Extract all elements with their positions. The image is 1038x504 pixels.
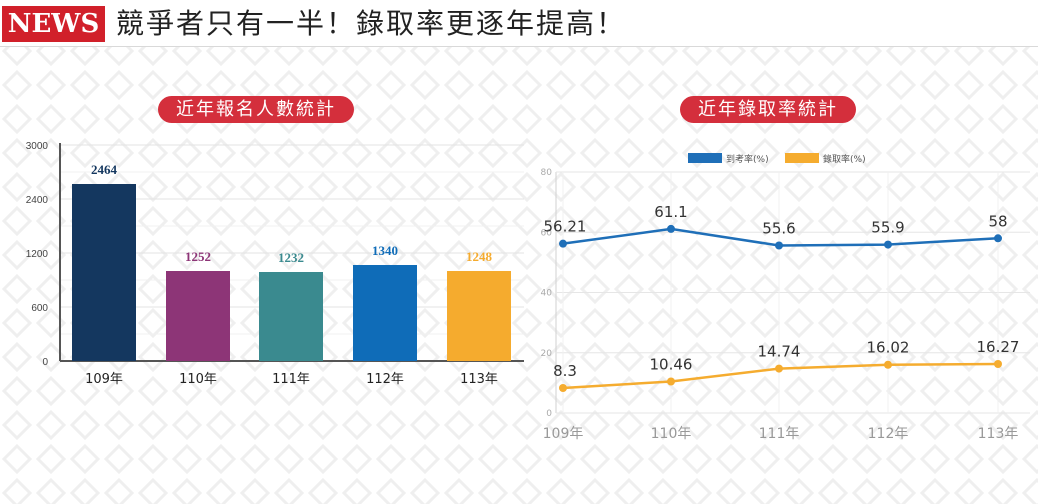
bar-value-label: 1340	[372, 243, 398, 258]
bar-112年	[353, 265, 417, 361]
registration-bar-chart: 0 600 1200 2400 3000 2464 109年 1252 110年 1232 111年…	[26, 141, 524, 387]
left-chart-title: 近年報名人數統計	[158, 96, 354, 123]
series-point-0	[559, 239, 567, 248]
bar-x-tick-label: 112年	[366, 372, 404, 387]
legend-label-0: 到考率(%)	[726, 153, 769, 165]
line-x-tick-label: 112年	[868, 426, 909, 442]
bar-x-tick-label: 111年	[272, 372, 310, 387]
bar-110年	[166, 271, 230, 361]
series-point-1	[994, 359, 1002, 368]
series-data-label-1: 16.02	[867, 339, 910, 357]
series-data-label-0: 58	[988, 212, 1007, 230]
header-divider	[0, 46, 1038, 47]
series-data-label-0: 56.21	[544, 218, 587, 236]
bar-value-label: 2464	[91, 162, 118, 177]
bar-x-tick-label: 113年	[460, 372, 498, 387]
bar-value-label: 1252	[185, 249, 211, 264]
bar-109年	[72, 184, 136, 361]
series-point-1	[667, 377, 675, 386]
line-y-tick-label: 80	[541, 168, 553, 178]
line-x-tick-label: 109年	[543, 426, 584, 442]
headline: 競爭者只有一半！錄取率更逐年提高！	[116, 7, 627, 40]
bar-y-tick-label: 600	[31, 303, 48, 314]
bar-x-tick-label: 110年	[179, 372, 217, 387]
series-data-label-0: 55.6	[762, 220, 795, 238]
legend-swatch-1	[785, 153, 819, 163]
series-data-label-1: 10.46	[650, 355, 693, 373]
bar-x-tick-label: 109年	[85, 372, 123, 387]
series-point-1	[559, 383, 567, 392]
news-badge: NEWS	[2, 6, 105, 42]
line-x-tick-label: 113年	[978, 426, 1019, 442]
legend-swatch-0	[688, 153, 722, 163]
series-point-1	[884, 360, 892, 369]
line-x-tick-label: 111年	[759, 426, 800, 442]
series-point-0	[994, 234, 1002, 243]
line-x-tick-label: 110年	[651, 426, 692, 442]
line-y-tick-label: 0	[546, 409, 552, 419]
admission-line-chart: 0 20 40 60 80 109年 110年 111年 112年 113年 到考率(%) 錄取率(%…	[541, 153, 1030, 442]
bar-y-tick-label: 2400	[26, 195, 49, 206]
series-data-label-1: 8.3	[553, 362, 577, 380]
bar-111年	[259, 272, 323, 361]
line-y-tick-label: 40	[541, 289, 553, 299]
series-data-label-1: 14.74	[758, 343, 801, 361]
series-point-0	[667, 224, 675, 233]
bar-y-tick-label: 0	[42, 357, 48, 368]
legend-label-1: 錄取率(%)	[823, 153, 866, 165]
series-data-label-0: 55.9	[871, 219, 904, 237]
bar-value-label: 1232	[278, 250, 304, 265]
series-point-0	[884, 240, 892, 249]
series-point-1	[775, 364, 783, 373]
series-data-label-1: 16.27	[977, 338, 1020, 356]
bar-y-tick-label: 3000	[26, 141, 49, 152]
bar-113年	[447, 271, 511, 361]
line-y-tick-label: 60	[541, 228, 553, 238]
right-chart-title: 近年錄取率統計	[680, 96, 856, 123]
bar-value-label: 1248	[466, 249, 493, 264]
line-y-tick-label: 20	[541, 349, 553, 359]
series-point-0	[775, 241, 783, 250]
bar-y-tick-label: 1200	[26, 249, 49, 260]
series-data-label-0: 61.1	[654, 203, 687, 221]
